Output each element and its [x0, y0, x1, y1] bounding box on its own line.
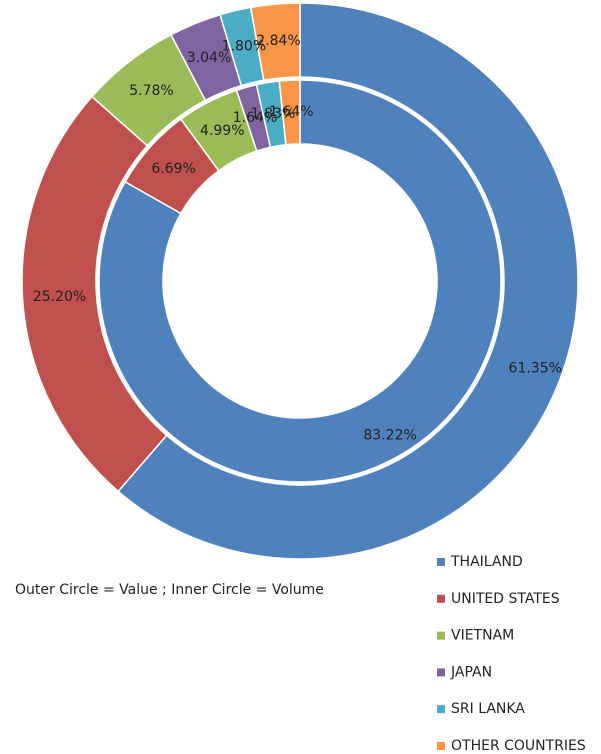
annotation: Outer Circle = Value ; Inner Circle = Vo…	[15, 582, 324, 598]
legend-swatch	[437, 705, 445, 714]
legend-label: SRI LANKA	[451, 701, 525, 717]
legend-swatch	[437, 631, 445, 640]
legend-label: JAPAN	[450, 664, 492, 680]
legend-label: UNITED STATES	[451, 591, 560, 607]
data-label: 3.04%	[187, 50, 231, 66]
legend-label: VIETNAM	[451, 628, 514, 644]
data-label: 6.69%	[151, 161, 195, 177]
data-label: 1.64%	[269, 104, 313, 120]
legend-swatch	[437, 594, 445, 603]
data-label: 2.84%	[256, 33, 300, 49]
data-label: 4.99%	[200, 123, 244, 139]
data-label: 25.20%	[33, 289, 86, 305]
data-label: 5.78%	[129, 83, 173, 99]
data-label: 83.22%	[363, 428, 416, 444]
donut-slice	[98, 79, 502, 483]
donut-slice	[117, 2, 579, 560]
donut-slice	[249, 2, 301, 82]
donut-slice	[278, 79, 301, 146]
data-label: 1.64%	[233, 110, 277, 126]
legend-label: OTHER COUNTRIES	[451, 738, 586, 754]
data-label: 61.35%	[509, 361, 562, 377]
data-label: 1.83%	[251, 106, 295, 122]
legend-label: THAILAND	[450, 554, 523, 570]
data-label: 1.80%	[222, 39, 266, 55]
legend-swatch	[437, 558, 445, 566]
legend-swatch	[437, 668, 445, 677]
legend-swatch	[437, 742, 445, 750]
